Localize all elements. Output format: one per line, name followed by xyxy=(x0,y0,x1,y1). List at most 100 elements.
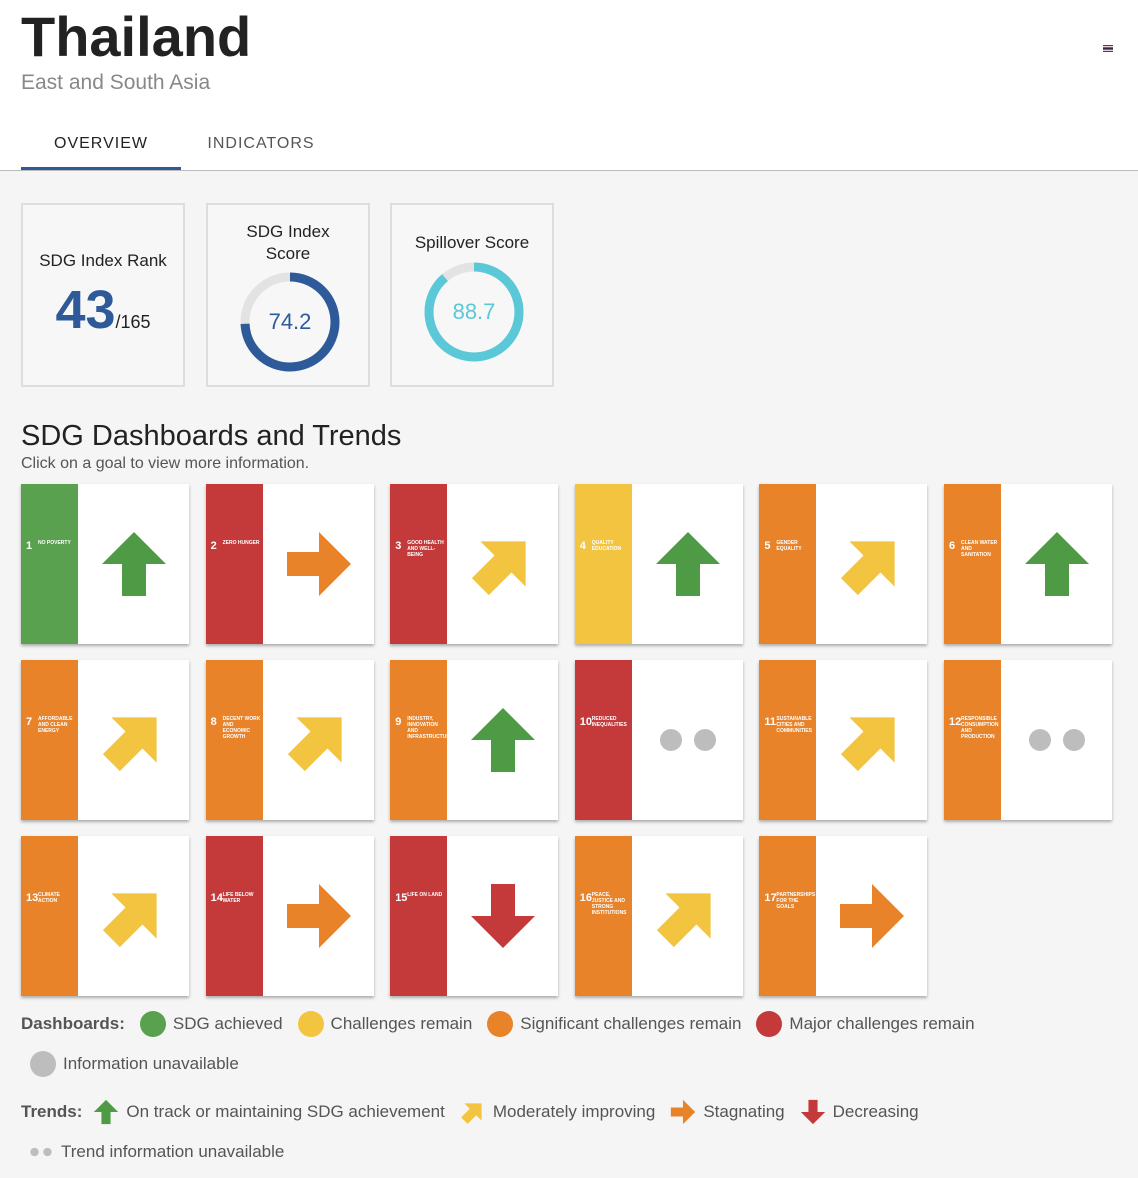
goal-name: QUALITY EDUCATION xyxy=(591,540,622,552)
swatch xyxy=(756,1011,783,1037)
goal-name: RESPONSIBLE CONSUMPTION AND PRODUCTION xyxy=(961,716,999,740)
gauge-value: 88.7 xyxy=(453,299,496,324)
goal-tile[interactable]: 7 AFFORDABLE AND CLEAN ENERGY xyxy=(21,660,189,820)
goal-number: 10 xyxy=(579,716,593,728)
goal-strip: 16 PEACE, JUSTICE AND STRONG INSTITUTIONS xyxy=(574,836,632,996)
goal-strip: 11 SUSTAINABLE CITIES AND COMMUNITIES xyxy=(759,660,817,820)
goal-tile[interactable]: 4 QUALITY EDUCATION xyxy=(574,484,743,644)
goal-name: PARTNERSHIPS FOR THE GOALS xyxy=(776,892,816,910)
legend-swatch xyxy=(30,1051,56,1077)
trend-arrow xyxy=(1025,532,1089,596)
dashboards-legend: Dashboards: SDG achieved Challenges remain… xyxy=(21,1011,1041,1077)
goal-tile[interactable]: 6 CLEAN WATER AND SANITATION xyxy=(944,484,1112,644)
trend xyxy=(655,532,720,596)
trend xyxy=(102,532,166,596)
goal-number: 16 xyxy=(579,892,593,904)
flag xyxy=(1103,45,1113,52)
goal-name: INDUSTRY, INNOVATION AND INFRASTRUCTURE xyxy=(407,716,454,740)
goal-number: 7 xyxy=(26,716,33,728)
goal-strip: 1 NO POVERTY xyxy=(21,484,78,644)
legend-label: Challenges remain xyxy=(330,1014,473,1033)
goal-strip: 13 CLIMATE ACTION xyxy=(21,836,78,996)
legend-label: Moderately improving xyxy=(492,1102,656,1121)
goal-tile[interactable]: 1 NO POVERTY xyxy=(21,484,189,644)
legend-item: Stagnating xyxy=(669,1099,785,1125)
goal-tile[interactable]: 12 RESPONSIBLE CONSUMPTION AND PRODUCTION xyxy=(944,660,1112,820)
goal-number: 6 xyxy=(949,540,956,552)
legend-title: Trends: xyxy=(21,1102,83,1121)
goal-number: 11 xyxy=(764,716,777,728)
gauge: 88.7 xyxy=(424,262,524,362)
goal-strip: 17 PARTNERSHIPS FOR THE GOALS xyxy=(759,836,817,996)
goal-tile[interactable]: 5 GENDER EQUALITY xyxy=(759,484,928,644)
goal-name: AFFORDABLE AND CLEAN ENERGY xyxy=(38,716,73,734)
legend-swatch xyxy=(30,1147,52,1157)
swatch xyxy=(297,1011,324,1037)
goal-number: 4 xyxy=(579,540,586,552)
goal-name: GOOD HEALTH AND WELL-BEING xyxy=(407,540,444,558)
goal-name: PEACE, JUSTICE AND STRONG INSTITUTIONS xyxy=(591,892,627,916)
trend xyxy=(1025,532,1089,596)
goal-tile[interactable]: 15 LIFE ON LAND xyxy=(390,836,559,996)
trend-arrow xyxy=(656,893,711,948)
trend-arrow xyxy=(841,541,896,596)
trend-arrow xyxy=(671,1099,696,1125)
trend xyxy=(656,893,711,948)
goal-tile[interactable]: 9 INDUSTRY, INNOVATION AND INFRASTRUCTURE xyxy=(390,660,559,820)
goal-tile[interactable]: 17 PARTNERSHIPS FOR THE GOALS xyxy=(759,836,928,996)
goal-tile[interactable]: 14 LIFE BELOW WATER xyxy=(205,836,374,996)
goal-name: SUSTAINABLE CITIES AND COMMUNITIES xyxy=(776,716,812,734)
trend-arrow xyxy=(472,541,526,596)
goal-number: 14 xyxy=(210,892,223,904)
goal-tile[interactable]: 16 PEACE, JUSTICE AND STRONG INSTITUTIONS xyxy=(574,836,743,996)
trend-arrow xyxy=(841,717,896,772)
legend-swatch xyxy=(94,1099,119,1125)
trend-arrow xyxy=(471,884,536,948)
trend-arrow xyxy=(840,884,905,948)
legend-item: Moderately improving xyxy=(459,1099,656,1125)
goal-strip: 6 CLEAN WATER AND SANITATION xyxy=(944,484,1001,644)
goal-tile[interactable]: 10 REDUCED INEQUALITIES xyxy=(574,660,743,820)
goal-tile[interactable]: 2 ZERO HUNGER xyxy=(205,484,374,644)
goal-strip: 4 QUALITY EDUCATION xyxy=(574,484,632,644)
gauge: 74.2 xyxy=(240,272,340,372)
legend-item: Trend information unavailable xyxy=(27,1139,284,1165)
gauge-arc xyxy=(240,272,340,372)
trend-arrow xyxy=(655,532,720,596)
trend xyxy=(659,729,716,751)
trend xyxy=(471,708,536,772)
trend-arrow xyxy=(94,1099,119,1125)
goal-strip: 2 ZERO HUNGER xyxy=(205,484,263,644)
legend-label: Stagnating xyxy=(703,1102,785,1121)
legend-label: Decreasing xyxy=(832,1102,919,1121)
legend-swatch xyxy=(756,1011,783,1037)
legend-swatch xyxy=(461,1103,482,1124)
goal-number: 3 xyxy=(395,540,402,552)
trend-dot xyxy=(1029,729,1051,751)
goal-tile[interactable]: 3 GOOD HEALTH AND WELL-BEING xyxy=(390,484,559,644)
gauge-value: 74.2 xyxy=(269,309,312,334)
swatch xyxy=(487,1011,514,1037)
rank: 43/165 xyxy=(23,279,183,341)
legend-item: Information unavailable xyxy=(29,1051,239,1077)
legend-item: Significant challenges remain xyxy=(486,1011,741,1037)
goal-name: GENDER EQUALITY xyxy=(776,540,802,552)
tab[interactable]: OVERVIEW xyxy=(21,120,181,170)
goal-tile[interactable]: 13 CLIMATE ACTION xyxy=(21,836,189,996)
trend-arrow xyxy=(471,708,536,772)
section-hint: Click on a goal to view more information… xyxy=(21,455,310,472)
trend xyxy=(841,717,896,772)
trend-arrow xyxy=(286,884,351,948)
trend xyxy=(286,884,351,948)
tab[interactable]: INDICATORS xyxy=(207,135,315,152)
legend-label: Trend information unavailable xyxy=(61,1142,285,1161)
section-title: SDG Dashboards and Trends xyxy=(21,420,402,452)
trend xyxy=(471,884,536,948)
trend-dot xyxy=(30,1147,39,1157)
legend-item: SDG achieved xyxy=(139,1011,283,1037)
legend-item: Challenges remain xyxy=(297,1011,473,1037)
goal-number: 13 xyxy=(26,892,39,904)
trend xyxy=(102,893,157,948)
goal-tile[interactable]: 11 SUSTAINABLE CITIES AND COMMUNITIES xyxy=(759,660,928,820)
goal-tile[interactable]: 8 DECENT WORK AND ECONOMIC GROWTH xyxy=(205,660,374,820)
